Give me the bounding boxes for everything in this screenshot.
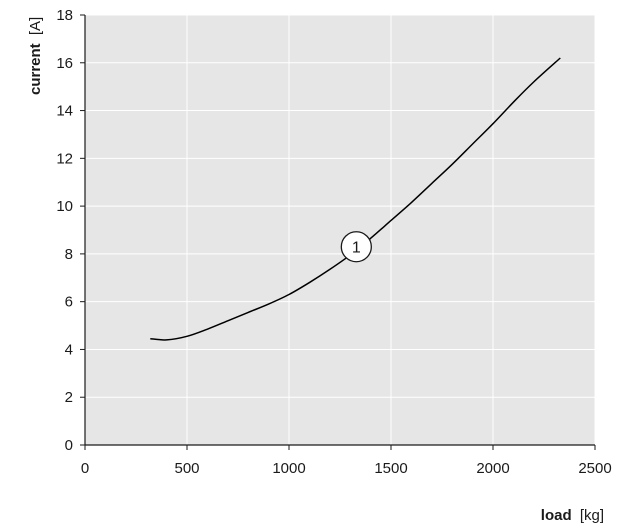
x-tick-label: 1500 (374, 460, 407, 477)
annotations: 1 (340, 231, 372, 263)
y-tick-label: 8 (65, 246, 73, 263)
y-tick-label: 12 (56, 150, 73, 167)
x-tick-label: 500 (174, 460, 199, 477)
x-tick-label: 2000 (476, 460, 509, 477)
axes (84, 15, 595, 446)
x-tick-label: 2500 (578, 460, 611, 477)
annotation-label: 1 (352, 240, 361, 257)
annotation-marker (340, 231, 372, 263)
y-tick-label: 18 (56, 7, 73, 24)
plot-background (85, 15, 595, 445)
y-tick-label: 0 (65, 437, 73, 454)
grid-lines (85, 14, 596, 445)
y-tick-label: 16 (56, 55, 73, 72)
y-axis-ticks: 0 2 4 6 8 10 12 14 16 18 (56, 7, 85, 454)
x-axis-label-name: load (541, 507, 572, 524)
y-tick-label: 10 (56, 198, 73, 215)
y-tick-label: 2 (65, 389, 73, 406)
x-tick-label: 0 (81, 460, 89, 477)
y-axis-label-name: current (27, 43, 44, 95)
x-axis-ticks: 0 500 1000 1500 2000 2500 (81, 445, 612, 477)
y-tick-label: 14 (56, 103, 73, 120)
x-axis-label: load [kg] (541, 507, 604, 524)
x-tick-label: 1000 (272, 460, 305, 477)
y-tick-label: 6 (65, 294, 73, 311)
y-axis-label: current [A] (27, 17, 44, 95)
y-axis-label-unit: [A] (27, 17, 44, 35)
y-tick-label: 4 (65, 341, 73, 358)
x-axis-label-unit: [kg] (580, 507, 604, 524)
